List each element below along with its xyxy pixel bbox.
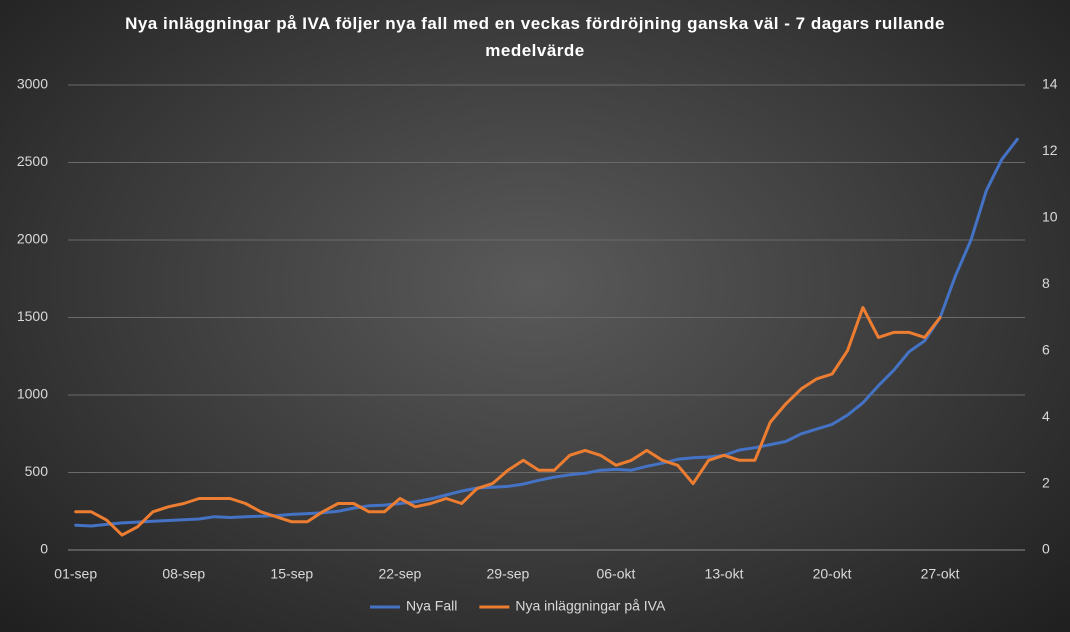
series-line — [74, 306, 942, 537]
y-tick-label: 1500 — [17, 308, 48, 324]
y2-tick-label: 6 — [1042, 341, 1050, 357]
legend-label: Nya inläggningar på IVA — [515, 598, 666, 614]
x-tick-label: 06-okt — [596, 566, 635, 582]
x-tick-label: 08-sep — [162, 566, 205, 582]
y2-tick-label: 10 — [1042, 209, 1058, 225]
legend-label: Nya Fall — [406, 598, 457, 614]
y-tick-label: 3000 — [17, 76, 48, 92]
y-tick-label: 0 — [40, 541, 48, 557]
y-tick-label: 1000 — [17, 386, 48, 402]
x-tick-label: 20-okt — [813, 566, 852, 582]
x-tick-label: 27-okt — [921, 566, 960, 582]
chart-title: Nya inläggningar på IVA följer nya fall … — [125, 14, 945, 60]
y-tick-label: 2000 — [17, 231, 48, 247]
y2-tick-label: 2 — [1042, 474, 1050, 490]
y-tick-label: 500 — [25, 463, 49, 479]
x-tick-label: 13-okt — [705, 566, 744, 582]
y2-tick-label: 12 — [1042, 142, 1058, 158]
x-tick-label: 01-sep — [54, 566, 97, 582]
x-tick-label: 29-sep — [487, 566, 530, 582]
y2-tick-label: 14 — [1042, 76, 1058, 92]
y2-tick-label: 4 — [1042, 408, 1050, 424]
y2-tick-label: 0 — [1042, 541, 1050, 557]
y-tick-label: 2500 — [17, 153, 48, 169]
y2-tick-label: 8 — [1042, 275, 1050, 291]
x-tick-label: 15-sep — [270, 566, 313, 582]
x-tick-label: 22-sep — [378, 566, 421, 582]
series-line — [74, 137, 1019, 528]
